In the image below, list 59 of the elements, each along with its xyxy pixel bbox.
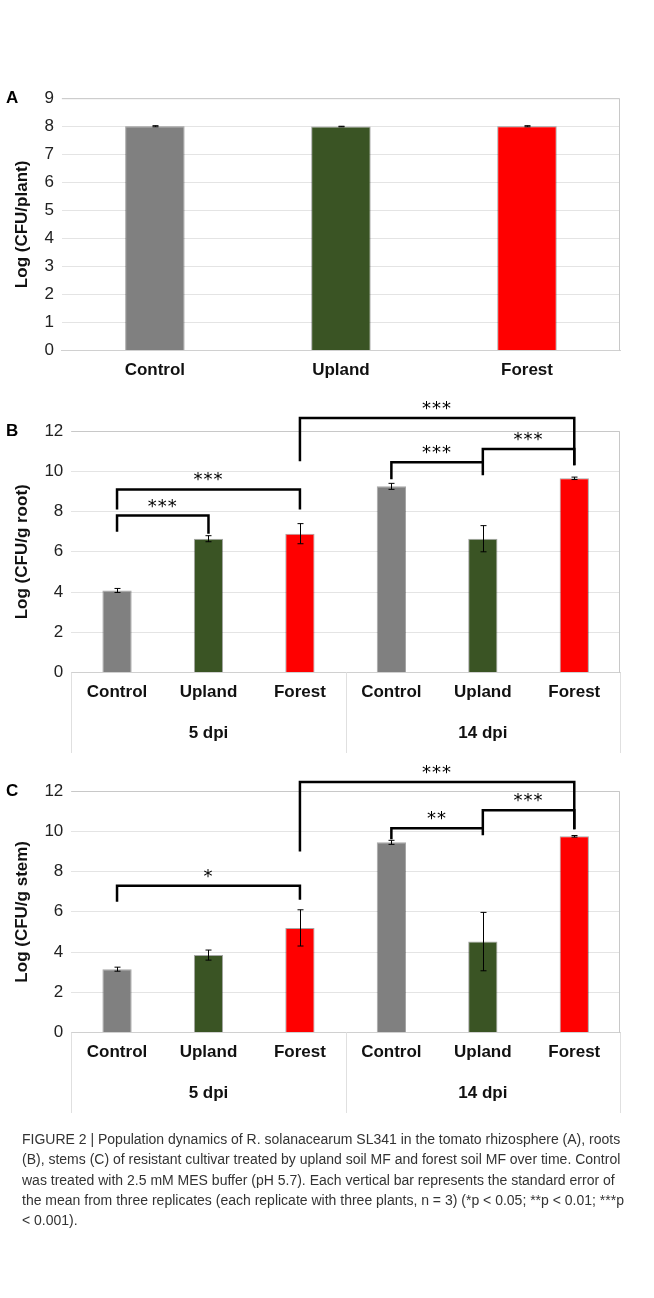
annotation: *** <box>513 428 544 450</box>
y-tick-label: 3 <box>44 256 54 276</box>
text: 5 dpi <box>188 723 229 743</box>
y-tick-label: 4 <box>53 581 64 601</box>
y-tick-label: 0 <box>53 662 64 682</box>
x-tick-label: Forest <box>548 1042 601 1062</box>
x-tick-label: Control <box>86 682 148 702</box>
chart-title: C <box>6 780 19 800</box>
x-tick-label: Upland <box>454 682 512 702</box>
x-tick-label: Upland <box>454 1042 512 1062</box>
annotation: *** <box>422 441 453 463</box>
y-tick-label: 8 <box>53 501 64 521</box>
annotation: *** <box>193 468 224 490</box>
y-tick-label: 12 <box>44 420 64 440</box>
text: *** <box>422 760 453 782</box>
y-axis-title: Log (CFU/g stem) <box>11 840 31 983</box>
caption: FIGURE 2 | Population dynamics of R. solanacearum SL341 in the tomato rhizosphere (A), roots (B), stems (C) of resistant cultivar treated by upland soil MF and forest soil MF over time. Control was treated with 2.5 mM MES buffer (pH 5.7). Each vertical bar represents the standard error of the mean from three replicates (each replicate with three plants, n = 3) (*p < 0.05; **p < 0.01; ***p < 0.001). <box>22 1130 625 1231</box>
y-tick-label: 0 <box>53 1022 64 1042</box>
y-tick-label: 8 <box>44 115 54 135</box>
x-tick-label: Control <box>361 1042 422 1062</box>
text: *** <box>422 396 453 418</box>
y-tick-label: 0 <box>44 340 54 360</box>
y-tick-label: 2 <box>53 622 64 642</box>
x-tick-label: Forest <box>273 1042 327 1062</box>
y-tick-label: 2 <box>44 284 54 304</box>
y-tick-label: 5 <box>44 200 54 220</box>
y-tick-label: 1 <box>44 312 54 332</box>
x-tick-label: Control <box>124 360 186 380</box>
y-tick-label: 10 <box>44 460 64 480</box>
y-tick-label: 9 <box>44 87 54 107</box>
y-tick-label: 6 <box>53 901 64 921</box>
x-tick-label: Control <box>361 682 422 702</box>
chart-title: A <box>6 87 19 107</box>
text: 14 dpi <box>458 723 508 743</box>
y-axis-title: Log (CFU/g root) <box>11 484 31 620</box>
y-tick-label: 4 <box>44 228 54 248</box>
y-tick-label: 2 <box>53 982 64 1002</box>
annotation: * <box>203 864 214 886</box>
y-axis-title: Log (CFU/plant) <box>11 160 31 289</box>
text: 5 dpi <box>188 1083 229 1103</box>
x-tick-label: Forest <box>500 360 554 380</box>
text: 14 dpi <box>458 1083 508 1103</box>
x-tick-label: Upland <box>179 1042 238 1062</box>
x-tick-label: Forest <box>273 682 327 702</box>
y-tick-label: 8 <box>53 861 64 881</box>
y-tick-label: 10 <box>44 820 64 840</box>
annotation: *** <box>513 789 544 811</box>
y-tick-label: 4 <box>53 941 64 961</box>
x-tick-label: Upland <box>312 360 370 380</box>
y-tick-label: 7 <box>44 143 54 163</box>
annotation: ** <box>427 807 448 829</box>
chart-title: B <box>6 420 19 440</box>
annotation: *** <box>147 494 178 516</box>
x-tick-label: Control <box>86 1042 148 1062</box>
y-tick-label: 6 <box>53 541 64 561</box>
y-tick-label: 6 <box>44 172 54 192</box>
x-tick-label: Forest <box>548 682 601 702</box>
y-tick-label: 12 <box>44 780 64 800</box>
x-tick-label: Upland <box>179 682 238 702</box>
